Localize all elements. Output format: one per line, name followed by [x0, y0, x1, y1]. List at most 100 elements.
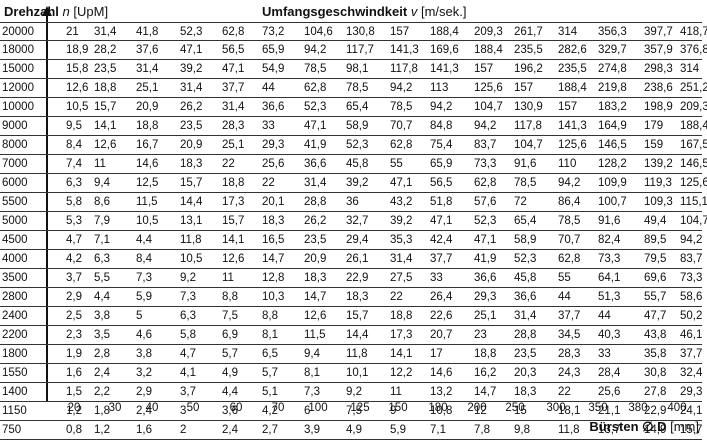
rpm-value: 18000 [2, 44, 34, 56]
diameter-label: 20 [67, 402, 81, 414]
speed-value-cell: 219,8 [598, 82, 627, 94]
speed-value-cell: 65,9 [262, 44, 285, 56]
speed-value-cell: 89,5 [644, 234, 667, 246]
speed-value-cell: 65,4 [514, 215, 537, 227]
speed-value-cell: 141,3 [390, 44, 419, 56]
speed-value-cell: 130,9 [514, 101, 543, 113]
speed-value-cell: 109,9 [598, 177, 627, 189]
speed-value-cell: 3,2 [136, 367, 152, 379]
speed-value-cell: 18,9 [66, 44, 89, 56]
speed-value-cell: 6,5 [262, 348, 278, 360]
table-row: 5000 5,3 7,9 10,5 13,1 15,7 18,3 26,2 32,7 39,2 47… [0, 212, 707, 231]
speed-value-cell: 73,3 [474, 158, 497, 170]
speed-value-cell: 73,3 [598, 253, 621, 265]
speed-value-cell: 1,5 [66, 386, 82, 398]
speed-value-cell: 157 [558, 101, 578, 113]
speed-value-cell: 36 [346, 196, 359, 208]
speed-value-cell: 10,5 [136, 215, 159, 227]
speed-value-cell: 209,3 [474, 26, 503, 38]
speed-value-cell: 94,2 [304, 44, 327, 56]
speed-value-cell: 117,7 [346, 44, 374, 56]
speed-value-cell: 47,1 [474, 234, 497, 246]
speed-value-cell: 94,2 [558, 177, 581, 189]
speed-value-cell: 39,2 [180, 63, 203, 75]
speed-value-cell: 7,5 [222, 310, 238, 322]
table-row: 1400 1,5 2,2 2,9 3,7 4,4 5,1 7,3 9,2 11 13,2 14,7 18… [0, 383, 702, 402]
speed-value-cell: 43,8 [644, 329, 667, 341]
speed-value-cell: 104,7 [680, 215, 707, 227]
speed-value-cell: 13,1 [180, 215, 203, 227]
diameter-label: 40 [145, 402, 159, 414]
speed-value-cell: 12 [474, 405, 487, 417]
speed-value-cell: 20,9 [180, 139, 203, 151]
speed-value-cell: 10,3 [262, 291, 285, 303]
speed-value-cell: 26,1 [346, 253, 369, 265]
speed-value-cell: 18,1 [558, 405, 581, 417]
speed-value-cell: 10,5 [180, 253, 203, 265]
speed-value-cell: 4,9 [346, 424, 362, 436]
speed-value-cell: 14,1 [94, 120, 117, 132]
rpm-value: 10000 [2, 101, 34, 113]
speed-value-cell: 4,4 [136, 234, 152, 246]
speed-value-cell: 5 [136, 310, 143, 322]
speed-value-cell: 238,6 [644, 82, 673, 94]
speed-value-cell: 418,7 [680, 26, 707, 38]
speed-value-cell: 18,3 [180, 158, 203, 170]
speed-value-cell: 47,1 [180, 44, 203, 56]
speed-value-cell: 41,8 [136, 26, 159, 38]
speed-value-cell: 139,2 [644, 158, 673, 170]
speed-value-cell: 4,2 [66, 253, 82, 265]
speed-value-cell: 7,3 [180, 291, 196, 303]
speed-value-cell: 45,8 [346, 158, 369, 170]
speed-value-cell: 18,3 [304, 272, 327, 284]
speed-value-cell: 28,8 [514, 329, 537, 341]
speed-value-cell: 17,3 [222, 196, 245, 208]
diameter-label: 60 [229, 402, 243, 414]
speed-value-cell: 198,9 [644, 101, 673, 113]
table-row: 12000 12,6 18,8 25,1 31,4 37,7 44 62,8 78,5 94,2 1… [0, 79, 707, 98]
speed-value-cell: 18,8 [474, 348, 497, 360]
speed-value-cell: 18,8 [94, 82, 117, 94]
speed-value-cell: 36,6 [262, 101, 285, 113]
speed-value-cell: 25,1 [222, 139, 245, 151]
speed-value-cell: 62,8 [390, 139, 413, 151]
speed-value-cell: 31,4 [222, 101, 245, 113]
speed-value-cell: 14,6 [136, 158, 159, 170]
speed-value-cell: 261,7 [514, 26, 543, 38]
speed-value-cell: 17 [430, 348, 443, 360]
speed-value-cell: 24,3 [558, 367, 581, 379]
speed-value-cell: 12,6 [66, 82, 89, 94]
speed-value-cell: 5,7 [262, 367, 278, 379]
speed-value-cell: 3 [180, 405, 187, 417]
speed-value-cell: 314 [680, 63, 700, 75]
speed-value-cell: 79,5 [644, 253, 667, 265]
speed-value-cell: 5,5 [94, 272, 110, 284]
speed-value-cell: 33 [598, 348, 611, 360]
speed-value-cell: 31,4 [136, 63, 159, 75]
rpm-value: 1150 [2, 405, 27, 417]
speed-value-cell: 25,1 [136, 82, 159, 94]
speed-value-cell: 4,4 [222, 386, 238, 398]
speed-value-cell: 7,3 [136, 272, 152, 284]
speed-value-cell: 26,2 [180, 101, 203, 113]
speed-value-cell: 6,9 [222, 329, 238, 341]
speed-value-cell: 12,6 [304, 310, 327, 322]
speed-value-cell: 51,3 [598, 291, 621, 303]
speed-value-cell: 4,4 [94, 291, 110, 303]
speed-value-cell: 78,5 [346, 82, 369, 94]
speed-value-cell: 14,7 [262, 253, 285, 265]
speed-value-cell: 22 [390, 291, 403, 303]
speed-value-cell: 7,5 [346, 405, 362, 417]
speed-value-cell: 15,7 [180, 177, 203, 189]
speed-value-cell: 12,8 [262, 272, 285, 284]
speed-value-cell: 18,3 [514, 386, 537, 398]
speed-value-cell: 70,7 [390, 120, 413, 132]
speed-value-cell: 130,8 [346, 26, 375, 38]
speed-value-cell: 69,6 [644, 272, 667, 284]
speed-value-cell: 31,4 [390, 253, 413, 265]
speed-value-cell: 2,5 [66, 310, 82, 322]
speed-value-cell: 29,4 [346, 234, 369, 246]
speed-value-cell: 9,4 [304, 348, 320, 360]
speed-value-cell: 39,2 [346, 177, 369, 189]
rpm-value: 7000 [2, 158, 28, 170]
